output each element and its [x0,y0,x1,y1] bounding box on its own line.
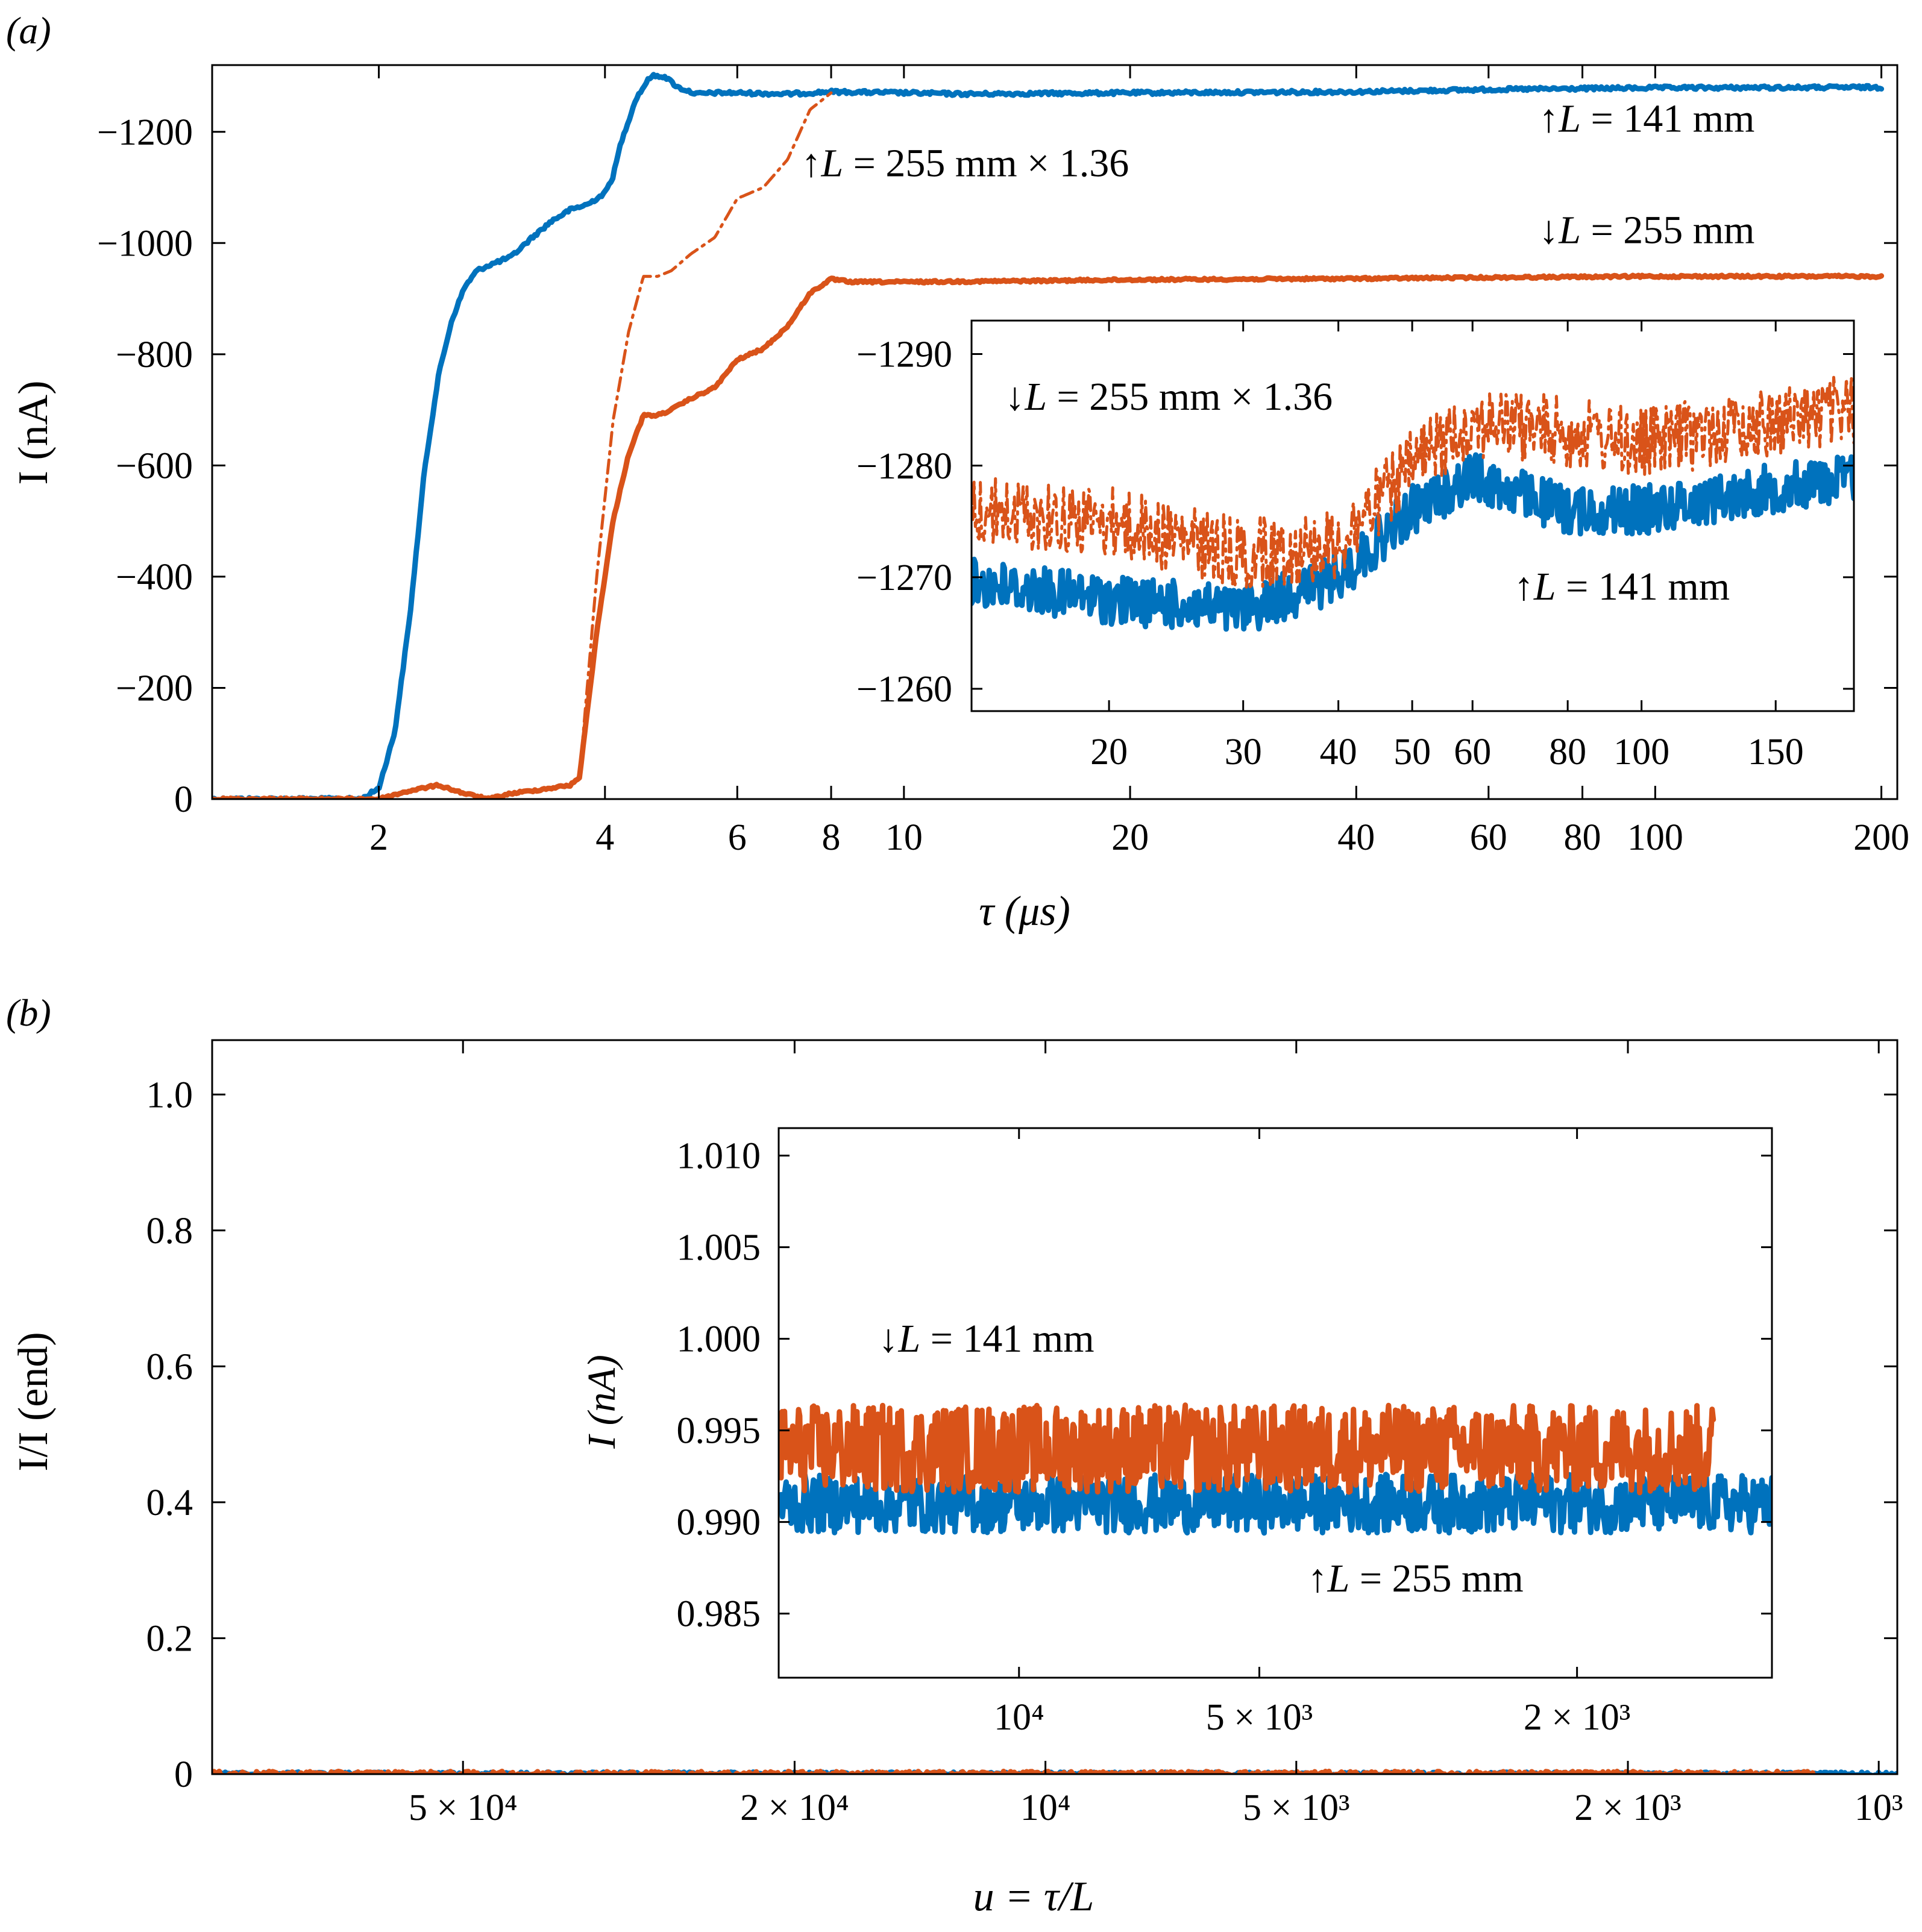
panel-b-inset-series [779,1402,1772,1536]
panel-a-annotation: ↑L = 141 mm [1539,97,1754,141]
panel-a-inset-annotation: ↑L = 141 mm [1514,565,1730,609]
panel-a-inset-xtick-label: 40 [1320,732,1357,773]
panel-b-inset-bg [779,1128,1772,1678]
panel-a-xtick-label: 200 [1853,817,1909,858]
panel-b-xtick-label: 10⁴ [1020,1787,1071,1828]
panel-a-y-label: I (nA) [10,381,57,485]
panel-a-inset-ytick-label: −1290 [856,334,952,375]
panel-b-series [212,1769,1897,1774]
panel-b-axes-box [211,1039,1898,1775]
panel-a-xtick-label: 10 [885,817,923,858]
panel-b-inset-ytick-label: 0.995 [677,1411,761,1452]
panel-a-inset-series [972,375,1854,632]
panel-a-xtick-label: 6 [728,817,747,858]
panel-b-xtick-label: 2 × 10³ [1574,1787,1682,1828]
panel-a-inset-ytick-label: −1270 [856,557,952,598]
panel-b-inset-ticks: 10⁴ 5 × 10³ 2 × 10³ 0.985 0.990 0.995 1.000 1.0… [677,1128,1772,1738]
panel-b-xtick-label: 5 × 10³ [1243,1787,1350,1828]
panel-b-x-label: u = τ/L [973,1874,1094,1920]
panel-a-ytick-label: 0 [174,779,193,820]
panel-a-annotations: ↑L = 141 mm ↑L = 255 mm × 1.36 ↓L = 255 mm [801,97,1754,252]
panel-b-label: (b) [6,991,51,1034]
panel-a-inset-series-l-255-mm-1-36 [972,375,1854,589]
panel-a-inset: 20 30 40 50 60 80 100 150 −1260 −1270 −1280 −1290 ↓… [856,319,1855,773]
panel-b-inset-series-l-255-mm [779,1402,1716,1496]
panel-b-series-l-255-mm [212,1769,1816,1774]
panel-a-annotation: ↑L = 255 mm × 1.36 [801,142,1129,186]
panel-a-ytick-label: −1000 [97,223,193,264]
panel-b-xtick-label: 5 × 10⁴ [409,1787,518,1828]
panel-a-xtick-label: 40 [1337,817,1375,858]
panel-a-ytick-label: −200 [116,668,193,709]
panel-a-inset-xtick-label: 60 [1454,732,1491,773]
panel-a-xtick-label: 60 [1470,817,1507,858]
panel-a-inset-xtick-label: 20 [1090,732,1128,773]
panel-a-ytick-label: −800 [116,334,193,375]
panel-a-ticks: 2 4 6 8 10 20 40 60 80 100 200 0 −200 −400 −600 −800 −10… [97,65,1909,858]
panel-a-xtick-label: 8 [822,817,841,858]
panel-b-inset: 10⁴ 5 × 10³ 2 × 10³ 0.985 0.990 0.995 1.000 1.0… [580,1127,1773,1738]
panel-a-ytick-label: −1200 [97,112,193,153]
panel-a-xtick-label: 80 [1564,817,1601,858]
panel-a-inset-xtick-label: 150 [1748,732,1804,773]
panel-a-xtick-label: 4 [595,817,614,858]
panel-a-inset-ticks: 20 30 40 50 60 80 100 150 −1260 −1270 −1280 −1290 [856,321,1854,773]
panel-b-ytick-label: 0.4 [146,1482,193,1523]
panel-a-inset-xtick-label: 100 [1613,732,1669,773]
panel-a-inset-series-l-141-mm [972,452,1854,632]
panel-b-inset-ytick-label: 0.985 [677,1594,761,1635]
panel-b-ytick-label: 0.2 [146,1619,193,1660]
panel-b-inset-ytick-label: 1.005 [677,1228,761,1269]
panel-b-inset-annotation: ↑L = 255 mm [1308,1557,1524,1601]
panel-b-y-label: I/I (end) [10,1332,57,1471]
panel-a-inset-annotations: ↓L = 255 mm × 1.36 ↑L = 141 mm [1005,375,1730,609]
panel-a-annotation: ↓L = 255 mm [1539,208,1754,252]
panel-a-series-l-141-mm [212,72,1885,799]
panel-a-xtick-label: 100 [1627,817,1683,858]
panel-b-inset-annotation: ↓L = 141 mm [878,1317,1094,1361]
panel-b: (b) 5 × 10⁴ 2 × 10⁴ 10⁴ 5 × 10³ 2 × 10³ 10³ 0 0… [6,991,1903,1920]
panel-b-inset-y-label: I (nA) [580,1355,624,1449]
panel-a-inset-xtick-label: 30 [1225,732,1262,773]
panel-b-inset-ytick-label: 1.010 [677,1136,761,1177]
panel-b-xtick-label: 10³ [1854,1787,1903,1828]
panel-b-ytick-label: 0 [174,1754,193,1795]
panel-a-xtick-label: 2 [369,817,388,858]
panel-b-inset-xtick-label: 2 × 10³ [1524,1697,1631,1738]
panel-a-series-l-255-mm-1-36 [578,91,833,779]
panel-a-ytick-label: −400 [116,557,193,598]
panel-a-x-label: τ (μs) [979,888,1070,935]
panel-b-ticks: 5 × 10⁴ 2 × 10⁴ 10⁴ 5 × 10³ 2 × 10³ 10³ 0 0.2 0.… [146,1040,1903,1828]
panel-b-ytick-label: 1.0 [146,1074,193,1115]
panel-a-inset-ytick-label: −1280 [856,446,952,487]
panel-b-inset-ytick-label: 0.990 [677,1502,761,1543]
panel-a-axes-box [211,64,1898,800]
panel-b-inset-box [777,1127,1773,1679]
panel-a-ytick-label: −600 [116,445,193,486]
panel-a-inset-xtick-label: 50 [1393,732,1431,773]
panel-a-inset-annotation: ↓L = 255 mm × 1.36 [1005,375,1333,419]
panel-b-inset-xtick-label: 5 × 10³ [1206,1697,1313,1738]
panel-b-xtick-label: 2 × 10⁴ [740,1787,849,1828]
panel-a-xtick-label: 20 [1111,817,1149,858]
panel-b-inset-xtick-label: 10⁴ [994,1697,1044,1738]
panel-a-inset-ytick-label: −1260 [856,669,952,710]
panel-b-ytick-label: 0.8 [146,1211,193,1252]
panel-b-inset-ytick-label: 1.000 [677,1319,761,1360]
panel-a: (a) 2 4 6 8 10 20 40 60 80 100 200 0 −200 −400 −600 −80… [6,9,1909,935]
panel-a-inset-xtick-label: 80 [1549,732,1586,773]
panel-b-inset-annotations: ↓L = 141 mm ↑L = 255 mm [878,1317,1523,1601]
panel-a-label: (a) [6,9,51,52]
panel-b-ytick-label: 0.6 [146,1346,193,1387]
